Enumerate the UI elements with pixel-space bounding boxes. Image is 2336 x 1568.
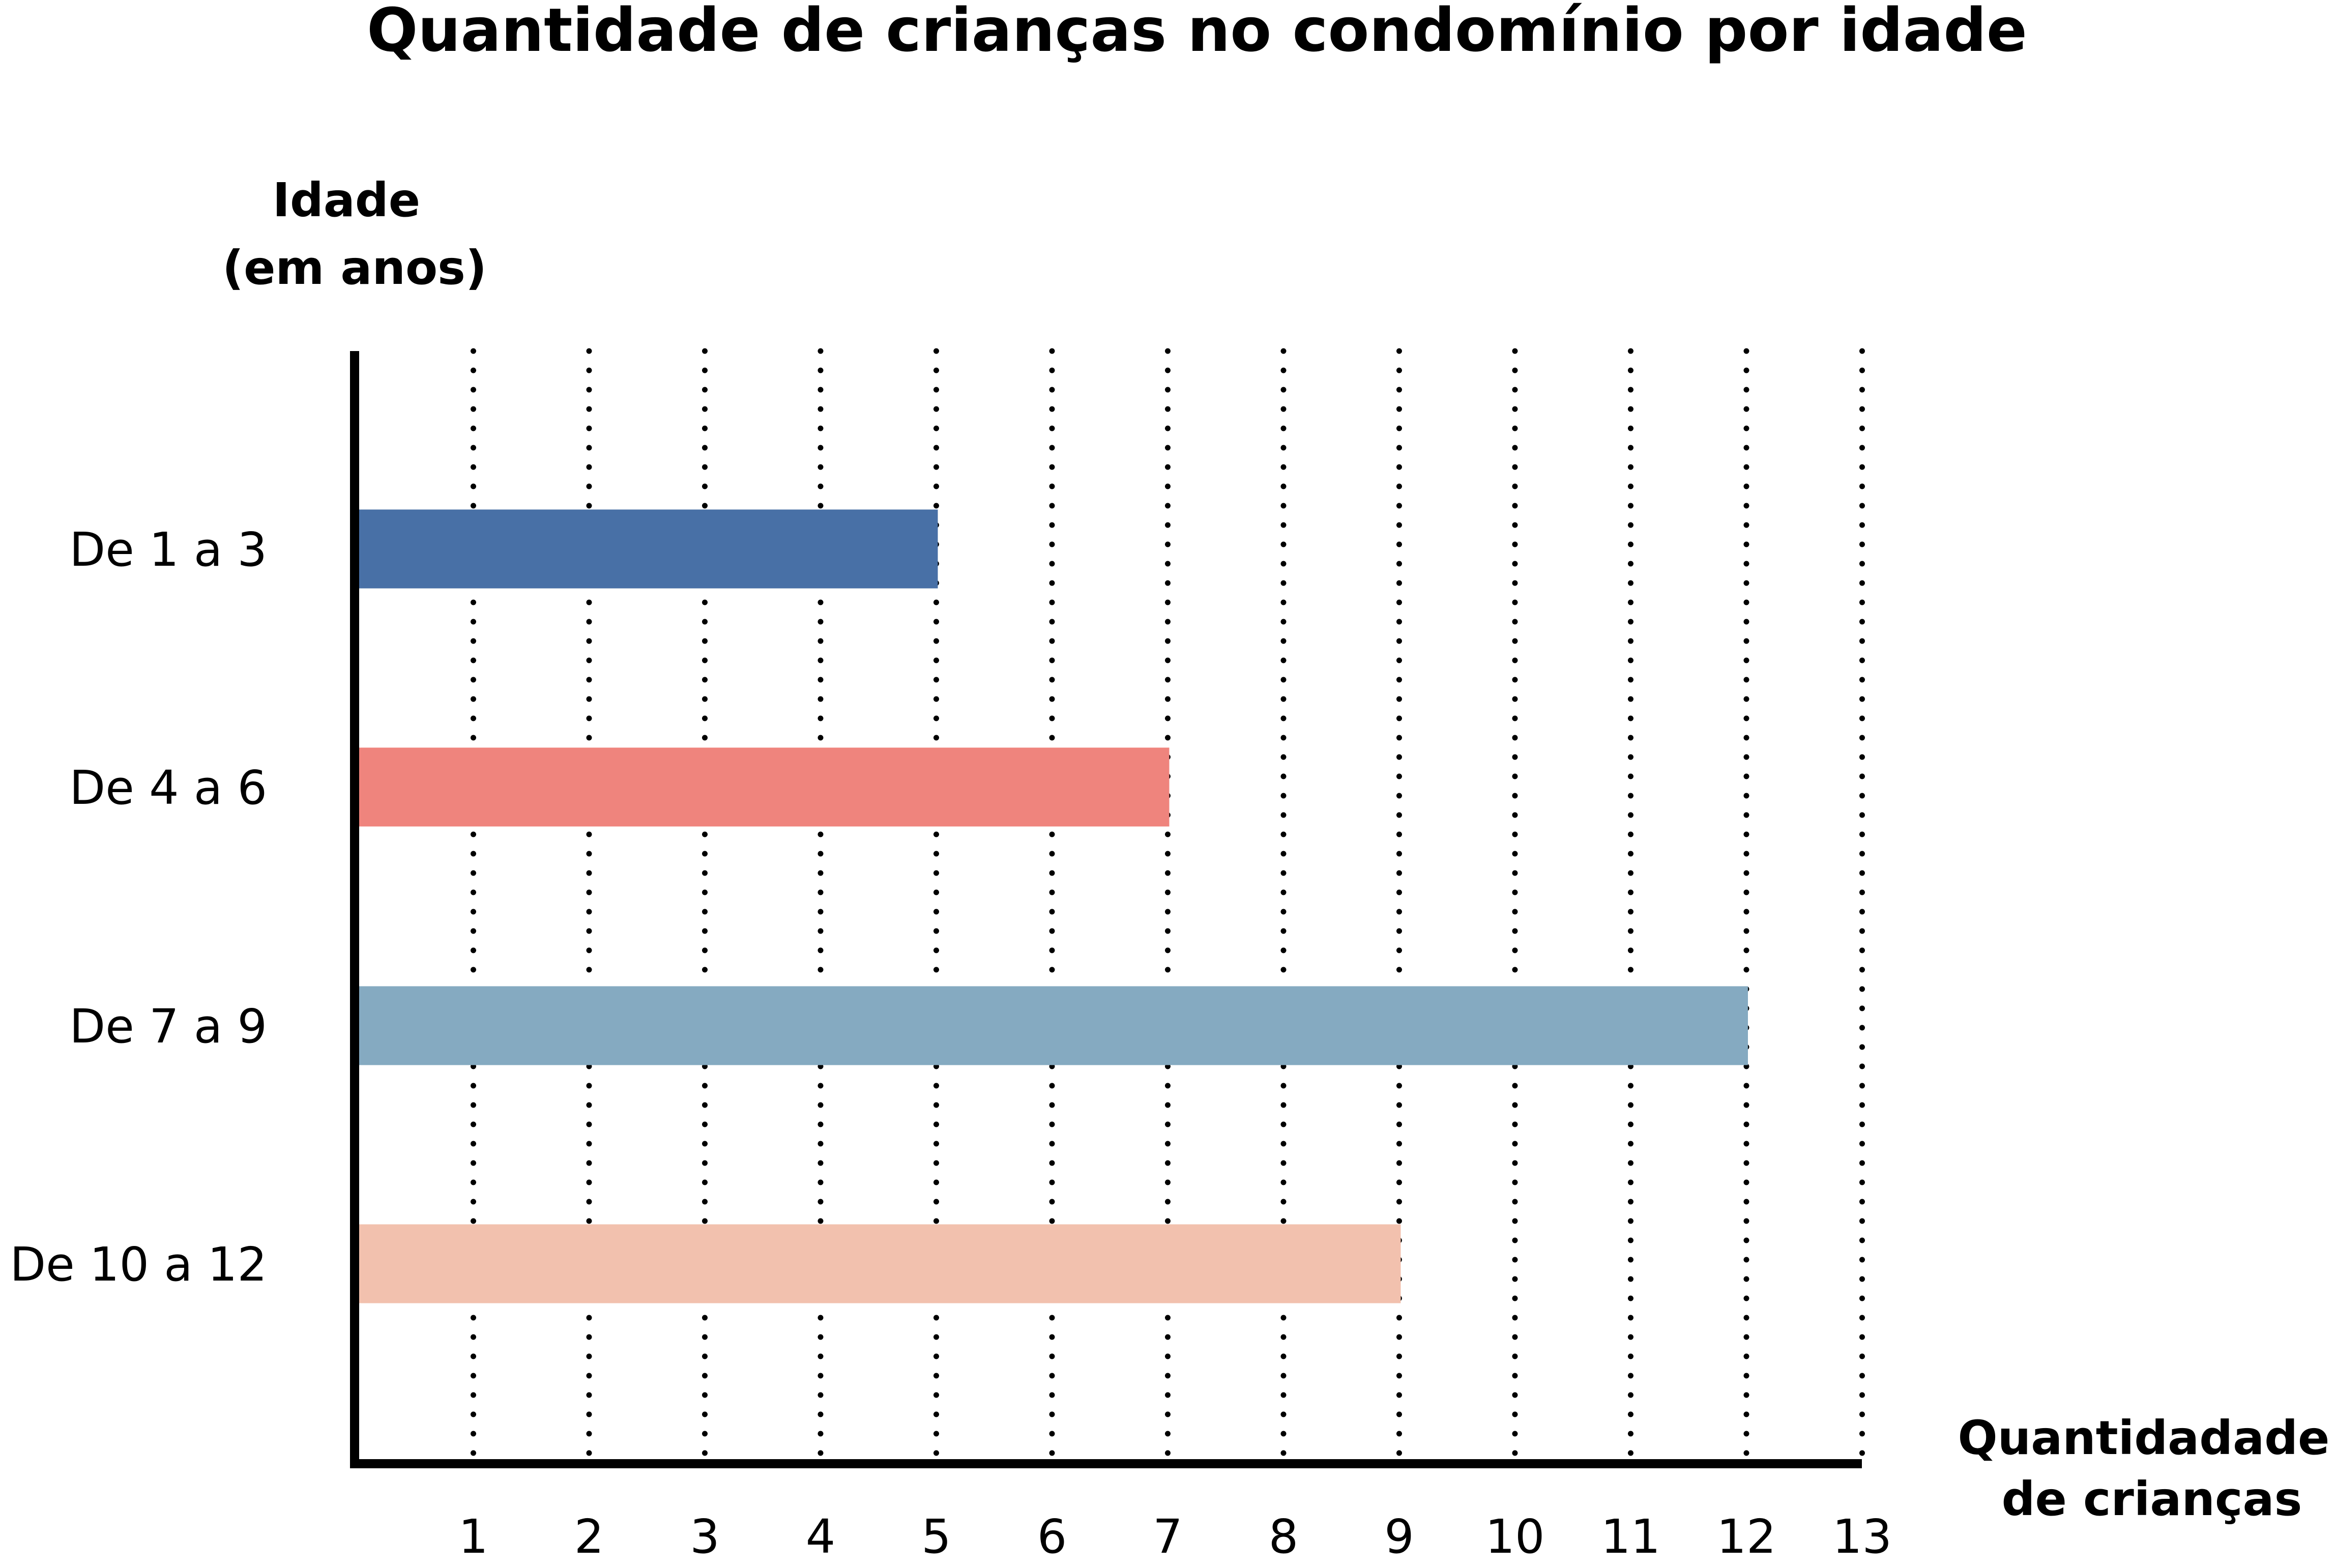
x-tick-label-6: 6 [1037,1509,1067,1564]
x-tick-label-13: 13 [1832,1509,1892,1564]
category-label-1: De 1 a 3 [69,522,267,577]
x-axis-title-line-2: de crianças [2002,1472,2302,1526]
x-tick-label-4: 4 [806,1509,836,1564]
x-tick-labels: 1 2 3 4 5 6 7 8 9 10 11 12 13 [458,1509,1892,1564]
x-axis-title-line-1: Quantidadade [1958,1411,2330,1465]
bar-3 [359,986,1748,1065]
category-label-4: De 10 a 12 [10,1237,267,1292]
x-tick-label-1: 1 [458,1509,488,1564]
x-tick-label-7: 7 [1153,1509,1183,1564]
chart-title: Quantidade de crianças no condomínio por… [367,0,2027,65]
y-axis-title: Idade (em anos) [222,173,487,295]
x-tick-label-8: 8 [1269,1509,1299,1564]
bar-4 [359,1224,1401,1303]
x-tick-label-5: 5 [921,1509,951,1564]
x-tick-label-3: 3 [690,1509,720,1564]
y-axis-title-line-1: Idade [273,173,420,227]
category-label-2: De 4 a 6 [69,761,267,815]
x-tick-label-9: 9 [1384,1509,1414,1564]
y-axis-title-line-2: (em anos) [222,241,487,295]
x-tick-label-11: 11 [1601,1509,1660,1564]
x-tick-label-10: 10 [1485,1509,1544,1564]
x-axis-title: Quantidadade de crianças [1958,1411,2336,1526]
bar-1 [359,509,938,589]
bars [359,509,1748,1303]
category-label-3: De 7 a 9 [69,999,267,1054]
bar-2 [359,747,1170,827]
category-labels: De 1 a 3 De 4 a 6 De 7 a 9 De 10 a 12 [10,522,267,1292]
x-tick-label-2: 2 [574,1509,604,1564]
x-tick-label-12: 12 [1716,1509,1776,1564]
